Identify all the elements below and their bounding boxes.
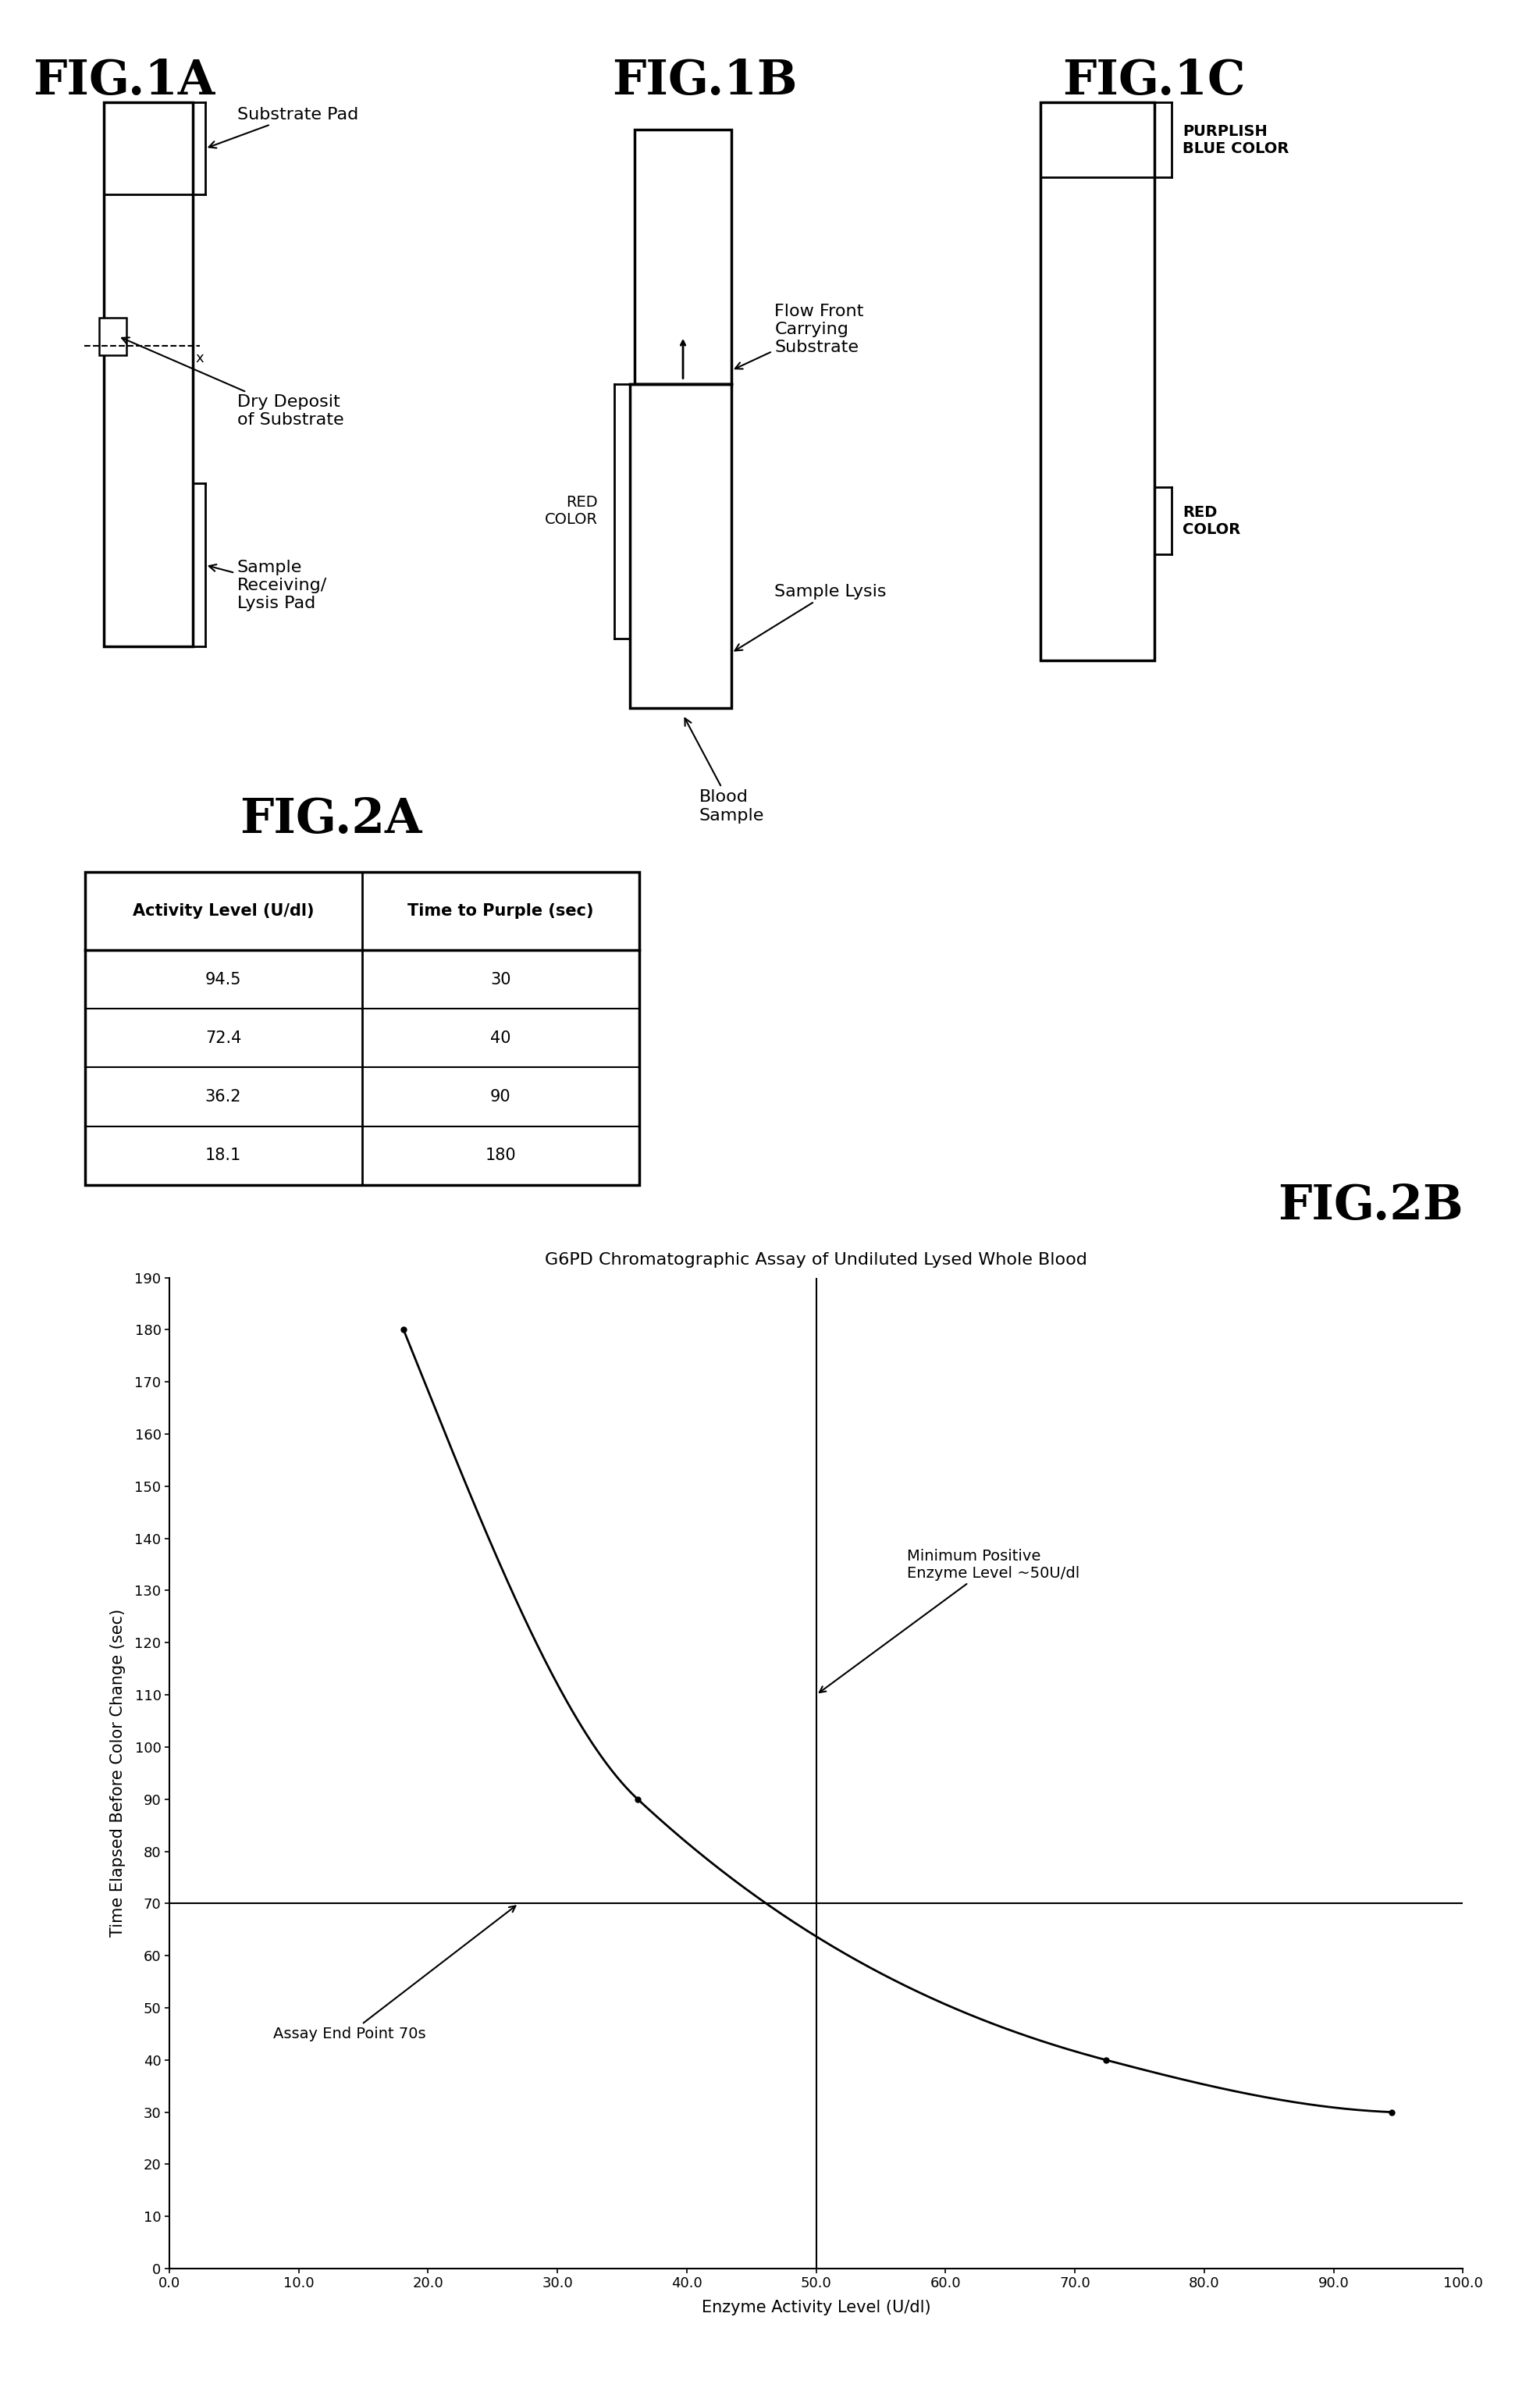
Text: Flow Front
Carrying
Substrate: Flow Front Carrying Substrate (735, 303, 864, 368)
Text: Dry Deposit
of Substrate: Dry Deposit of Substrate (122, 337, 343, 427)
Y-axis label: Time Elapsed Before Color Change (sec): Time Elapsed Before Color Change (sec) (111, 1610, 126, 1937)
Bar (105, 103, 192, 647)
Text: 94.5: 94.5 (205, 972, 242, 986)
Text: Sample
Receiving/
Lysis Pad: Sample Receiving/ Lysis Pad (209, 559, 326, 611)
Text: Assay End Point 70s: Assay End Point 70s (273, 1906, 516, 2042)
Text: 30: 30 (490, 972, 511, 986)
Text: Time to Purple (sec): Time to Purple (sec) (408, 903, 593, 919)
Text: 18.1: 18.1 (205, 1149, 242, 1163)
Text: PURPLISH
BLUE COLOR: PURPLISH BLUE COLOR (1183, 124, 1289, 155)
Text: Activity Level (U/dl): Activity Level (U/dl) (132, 903, 314, 919)
Text: 36.2: 36.2 (205, 1089, 242, 1106)
Bar (99, 318, 126, 356)
Bar (630, 384, 731, 707)
Bar (634, 129, 731, 384)
Text: FIG.2A: FIG.2A (240, 798, 422, 843)
Text: 90: 90 (490, 1089, 511, 1106)
Text: RED
COLOR: RED COLOR (545, 494, 598, 528)
Bar (85, 872, 639, 1184)
Text: FIG.1B: FIG.1B (611, 57, 798, 105)
Text: 40: 40 (490, 1029, 511, 1046)
Text: FIG.1A: FIG.1A (32, 57, 216, 105)
Bar (1041, 103, 1155, 661)
Text: 72.4: 72.4 (205, 1029, 242, 1046)
Text: FIG.2B: FIG.2B (1278, 1182, 1463, 1230)
Text: 180: 180 (485, 1149, 516, 1163)
Text: RED
COLOR: RED COLOR (1183, 504, 1241, 537)
X-axis label: Enzyme Activity Level (U/dl): Enzyme Activity Level (U/dl) (702, 2300, 930, 2314)
Text: Sample Lysis: Sample Lysis (735, 583, 887, 650)
Text: x: x (196, 351, 203, 365)
Text: Blood
Sample: Blood Sample (685, 719, 764, 824)
Text: Minimum Positive
Enzyme Level ~50U/dl: Minimum Positive Enzyme Level ~50U/dl (819, 1547, 1080, 1693)
Text: Substrate Pad: Substrate Pad (209, 107, 359, 148)
Title: G6PD Chromatographic Assay of Undiluted Lysed Whole Blood: G6PD Chromatographic Assay of Undiluted … (545, 1251, 1087, 1268)
Text: FIG.1C: FIG.1C (1063, 57, 1246, 105)
